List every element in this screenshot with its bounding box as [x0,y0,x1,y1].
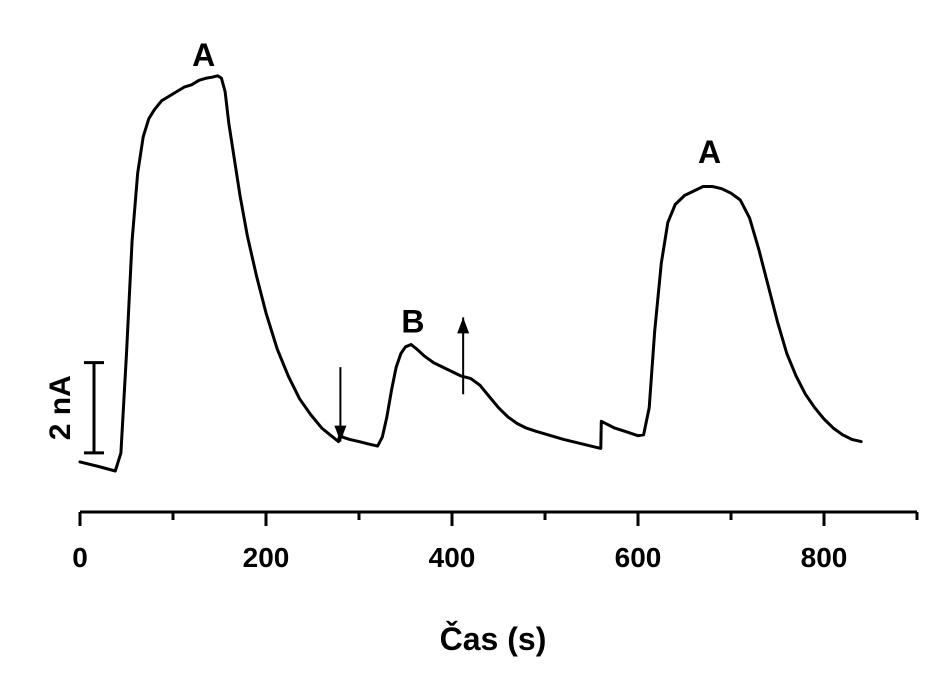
peak-label: A [698,134,721,170]
series-layer [78,74,863,473]
x-tick-label: 200 [243,542,290,573]
peak-label: B [401,304,424,340]
arrows [334,317,470,442]
arrow-down-icon [334,425,347,442]
x-tick-label: 400 [429,542,476,573]
scale-bar-label: 2 nA [44,375,77,440]
peak-label: A [192,37,215,73]
x-tick-labels: 0 200 400 600 800 [72,542,847,573]
arrow-up-icon [457,317,470,334]
scale-bar-group: 2 nA [44,361,104,455]
x-axis-title: Čas (s) [440,621,547,657]
peak-annotations: A B A [192,37,721,339]
series-line [78,74,863,473]
axes [78,510,919,526]
x-tick-label: 800 [801,542,848,573]
x-tick-label: 0 [72,542,88,573]
x-tick-label: 600 [615,542,662,573]
